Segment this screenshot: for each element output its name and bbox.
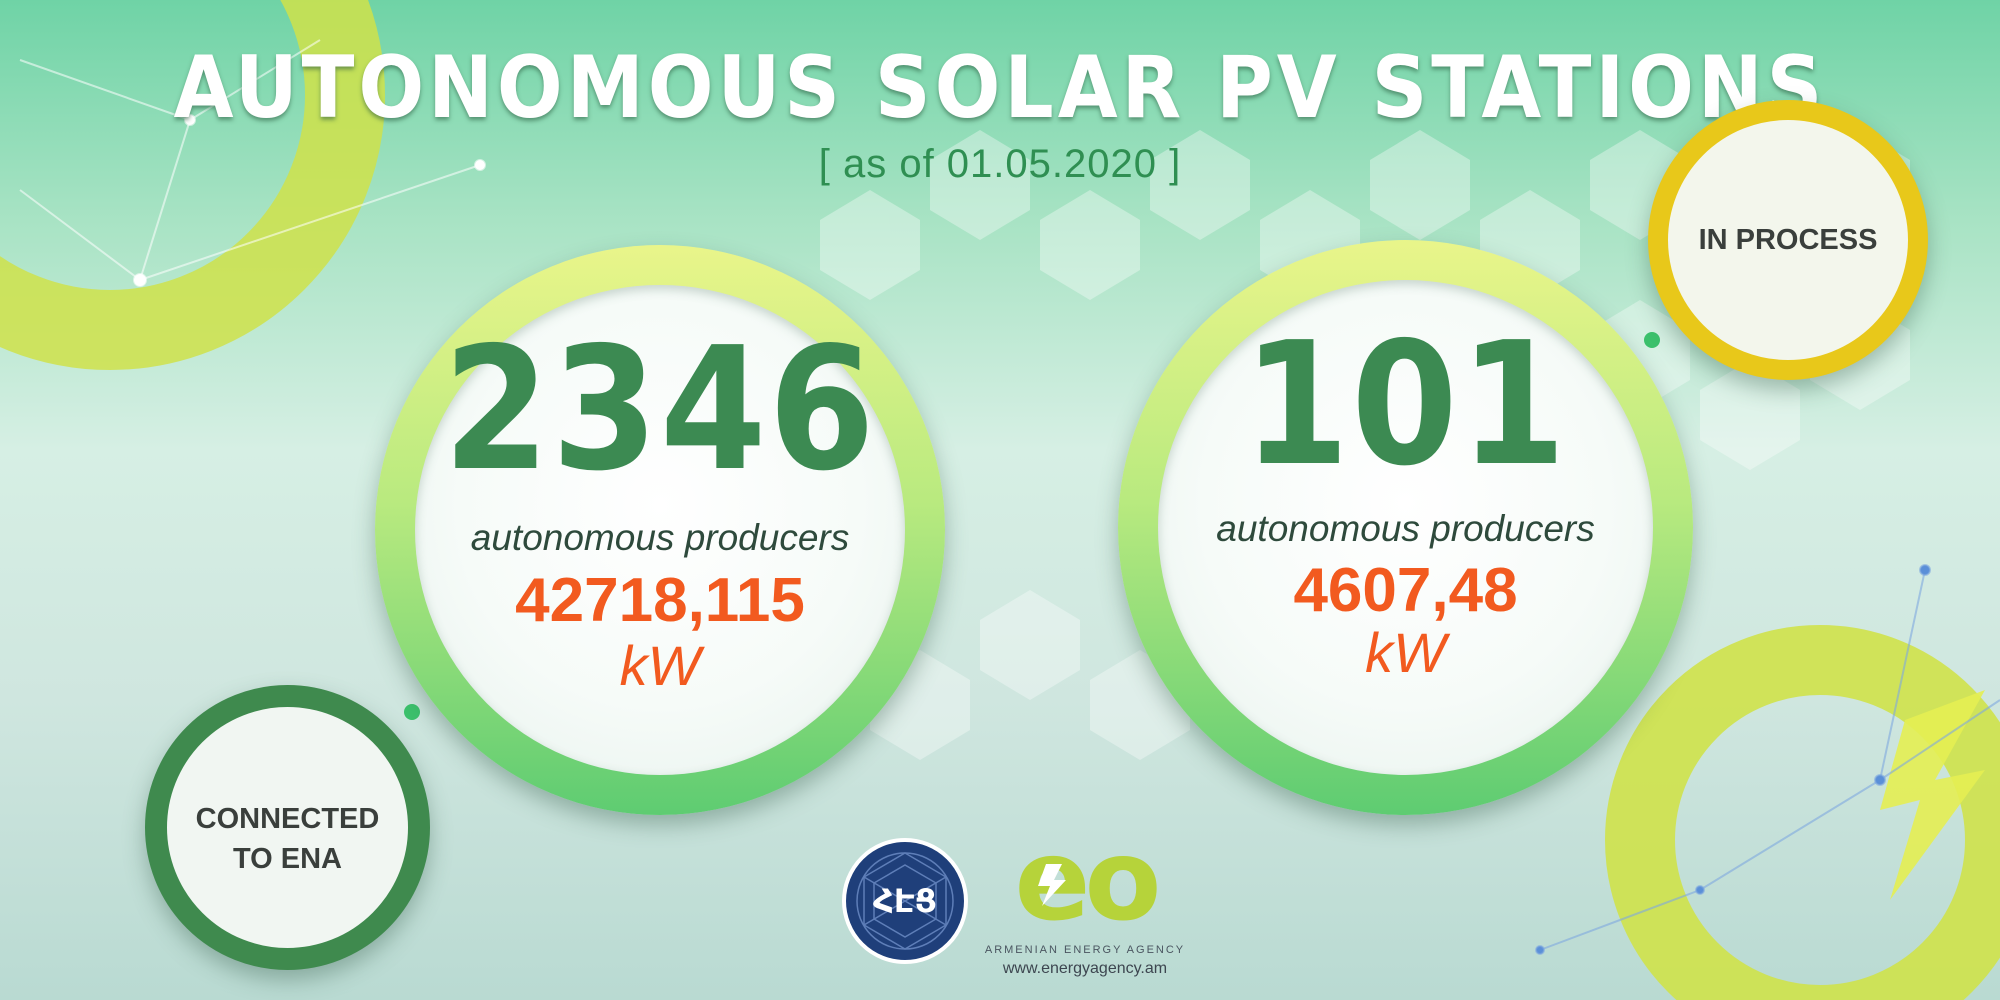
status-badge-in-process: IN PROCESS: [1648, 100, 1928, 380]
network-lines: [19, 39, 486, 287]
decor-arc-top-left: [0, 0, 385, 370]
capacity-value: 4607,48: [1293, 556, 1518, 625]
status-badge-connected: CONNECTED TO ENA: [145, 685, 430, 970]
producer-count: 101: [1242, 306, 1569, 504]
status-in-process-label: IN PROCESS: [1698, 224, 1878, 256]
agency-logo-mark: eo: [1014, 816, 1162, 946]
stat-circle-inner: 101 autonomous producers 4607,48 kW: [1158, 280, 1653, 775]
bolt-icon: [1038, 864, 1066, 906]
capacity-value: 42718,115: [515, 566, 805, 635]
agency-name: ARMENIAN ENERGY AGENCY: [984, 944, 1186, 956]
status-connected-label: CONNECTED TO ENA: [195, 803, 380, 875]
producer-count: 2346: [443, 311, 877, 509]
agency-logo: eo: [990, 816, 1180, 946]
producer-label: autonomous producers: [1216, 508, 1595, 549]
ena-logo-pattern: [856, 852, 954, 950]
ena-logo-text: ՀԷՑ: [872, 882, 937, 920]
decor-dot: [1644, 332, 1660, 348]
page-title: AUTONOMOUS SOLAR PV STATIONS: [173, 38, 1827, 138]
stat-circle-connected: 2346 autonomous producers 42718,115 kW: [375, 245, 945, 815]
producer-label: autonomous producers: [470, 517, 850, 558]
agency-website: www.energyagency.am: [1002, 960, 1168, 977]
bolt-icon: [1880, 690, 1985, 900]
capacity-unit: kW: [1365, 621, 1446, 684]
ena-logo: ՀԷՑ: [842, 838, 968, 964]
stat-circle-inner: 2346 autonomous producers 42718,115 kW: [415, 285, 905, 775]
decor-arc-bottom-right: [1605, 625, 2000, 1000]
stat-circle-in-process: 101 autonomous producers 4607,48 kW: [1118, 240, 1693, 815]
date-subtitle: [ as of 01.05.2020 ]: [818, 142, 1182, 186]
capacity-unit: kW: [619, 634, 701, 697]
decor-dot: [404, 704, 420, 720]
